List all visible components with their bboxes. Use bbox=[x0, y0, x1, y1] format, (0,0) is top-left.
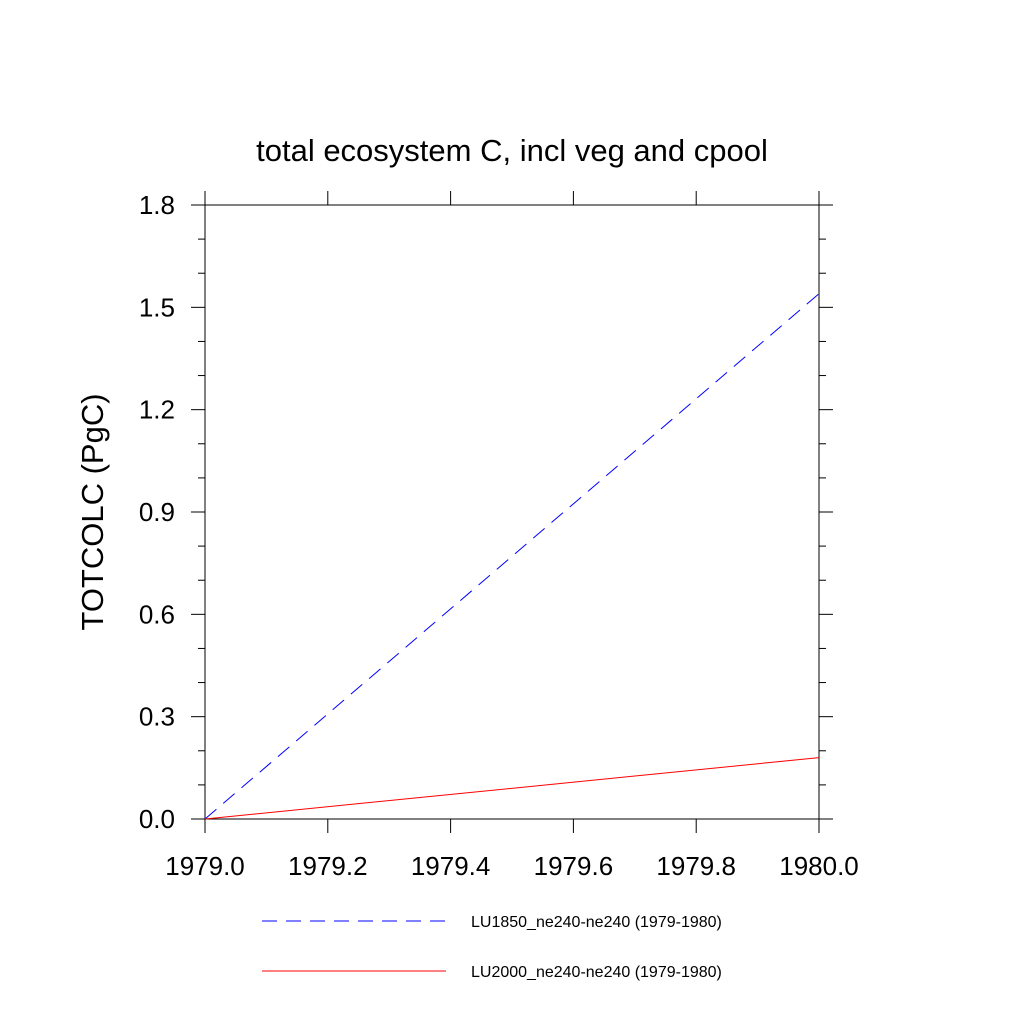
legend-label-2: LU2000_ne240-ne240 (1979-1980) bbox=[471, 964, 722, 981]
x-tick-label: 1979.2 bbox=[288, 851, 368, 881]
y-tick-label: 0.9 bbox=[139, 497, 175, 527]
y-tick-label: 0.6 bbox=[139, 599, 175, 629]
y-tick-label: 1.5 bbox=[139, 292, 175, 322]
y-tick-label: 0.3 bbox=[139, 702, 175, 732]
x-tick-label: 1980.0 bbox=[779, 851, 859, 881]
chart-title: total ecosystem C, incl veg and cpool bbox=[256, 133, 768, 168]
legend-label-1: LU1850_ne240-ne240 (1979-1980) bbox=[471, 914, 722, 931]
legend: LU1850_ne240-ne240 (1979-1980) LU2000_ne2… bbox=[262, 914, 722, 981]
y-tick-label: 1.8 bbox=[139, 190, 175, 220]
x-tick-label: 1979.6 bbox=[534, 851, 614, 881]
y-tick-label: 1.2 bbox=[139, 395, 175, 425]
plot-area: 1979.0 1979.2 1979.4 1979.6 1979.8 1980.0 0.0 0… bbox=[139, 190, 859, 881]
plot-frame bbox=[204, 204, 820, 820]
x-tick-label: 1979.4 bbox=[411, 851, 491, 881]
series-line-1 bbox=[204, 293, 820, 820]
y-tick-label: 0.0 bbox=[139, 804, 175, 834]
series-line-2 bbox=[204, 757, 820, 820]
x-tick-label: 1979.0 bbox=[165, 851, 245, 881]
y-axis-label: TOTCOLC (PgC) bbox=[75, 393, 110, 630]
x-tick-label: 1979.8 bbox=[656, 851, 736, 881]
